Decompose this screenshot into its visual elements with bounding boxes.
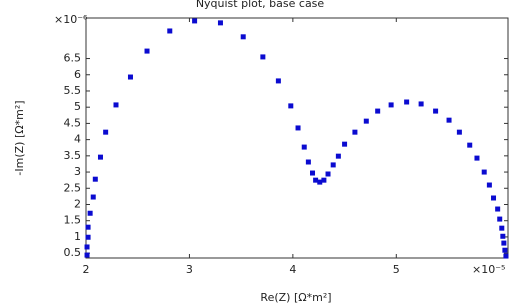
- point: [260, 54, 266, 60]
- x-tick-label: 2: [83, 263, 90, 276]
- point: [90, 194, 96, 200]
- y-tick-label: 4.5: [64, 116, 82, 129]
- point: [342, 141, 348, 147]
- point: [103, 129, 109, 135]
- x-axis-label: Re(Z) [Ω*m²]: [260, 291, 331, 304]
- point: [446, 117, 452, 123]
- y-multiplier: ×10⁻⁶: [54, 13, 88, 26]
- x-multiplier: ×10⁻⁵: [472, 263, 505, 276]
- point: [418, 101, 424, 107]
- point: [474, 155, 480, 161]
- point: [275, 78, 281, 84]
- point: [375, 108, 381, 114]
- point: [467, 142, 473, 148]
- point: [481, 169, 487, 175]
- y-tick-label: 2.5: [64, 181, 82, 194]
- plot-frame: [85, 17, 509, 259]
- point: [97, 154, 103, 160]
- point: [330, 162, 336, 168]
- point: [501, 240, 507, 246]
- point: [502, 247, 508, 253]
- point: [310, 170, 316, 176]
- point: [127, 74, 133, 80]
- point: [84, 252, 90, 258]
- point: [317, 179, 323, 185]
- point: [85, 234, 91, 240]
- point: [192, 18, 198, 24]
- point: [433, 108, 439, 114]
- x-tick-label: 5: [393, 263, 400, 276]
- point: [295, 125, 301, 131]
- point: [325, 171, 331, 177]
- point: [113, 102, 119, 108]
- point: [499, 225, 505, 231]
- point: [288, 103, 294, 109]
- point: [497, 216, 503, 222]
- y-tick-label: 1.5: [64, 214, 82, 227]
- point: [84, 244, 90, 250]
- point: [217, 20, 223, 26]
- point: [144, 48, 150, 54]
- y-axis-label: -Im(Z) [Ω*m²]: [13, 100, 26, 175]
- y-tick-label: 3: [74, 165, 81, 178]
- point: [491, 195, 497, 201]
- y-tick-label: 3.5: [64, 149, 82, 162]
- y-tick-label: 6.5: [64, 52, 82, 65]
- point: [388, 102, 394, 108]
- point: [85, 224, 91, 230]
- point: [321, 177, 327, 183]
- point: [456, 129, 462, 135]
- y-tick-label: 0.5: [64, 246, 82, 259]
- point: [495, 206, 501, 212]
- point: [301, 144, 307, 150]
- y-tick-label: 6: [74, 68, 81, 81]
- point: [87, 210, 93, 216]
- point: [404, 99, 410, 105]
- x-tick-label: 4: [289, 263, 296, 276]
- point: [363, 118, 369, 124]
- point: [486, 182, 492, 188]
- y-tick-label: 5.5: [64, 84, 82, 97]
- point: [305, 159, 311, 165]
- point: [313, 177, 319, 183]
- point: [335, 153, 341, 159]
- point: [167, 28, 173, 34]
- x-tick-label: 3: [186, 263, 193, 276]
- point: [352, 129, 358, 135]
- y-tick-label: 1: [74, 230, 81, 243]
- point: [503, 253, 509, 259]
- point: [240, 34, 246, 40]
- point: [92, 176, 98, 182]
- y-tick-label: 2: [74, 197, 81, 210]
- point: [500, 233, 506, 239]
- chart-title: Nyquist plot, base case: [196, 0, 325, 10]
- y-tick-label: 4: [74, 133, 81, 146]
- y-tick-label: 5: [74, 100, 81, 113]
